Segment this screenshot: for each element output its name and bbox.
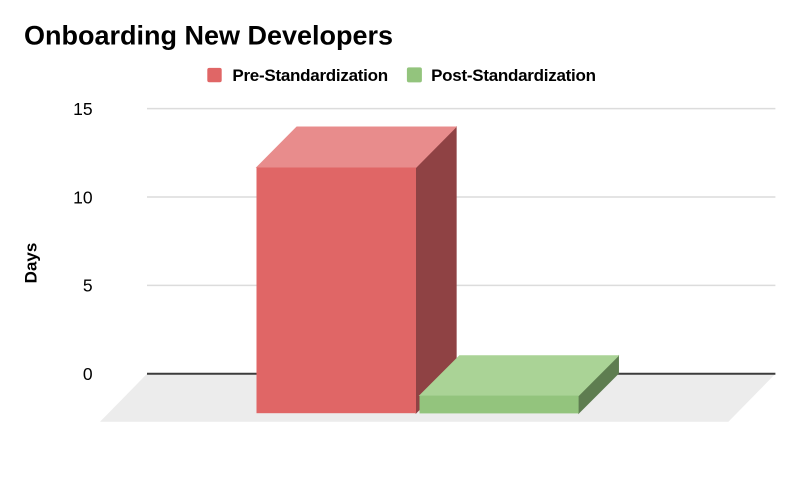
svg-text:15: 15: [73, 99, 92, 119]
svg-text:10: 10: [73, 187, 93, 207]
svg-text:5: 5: [83, 276, 93, 296]
svg-text:Pre-Standardization: Pre-Standardization: [232, 66, 387, 85]
svg-text:0: 0: [83, 364, 93, 384]
svg-text:Days: Days: [22, 243, 41, 284]
svg-text:Post-Standardization: Post-Standardization: [431, 66, 596, 85]
svg-text:Onboarding New Developers: Onboarding New Developers: [24, 21, 393, 51]
